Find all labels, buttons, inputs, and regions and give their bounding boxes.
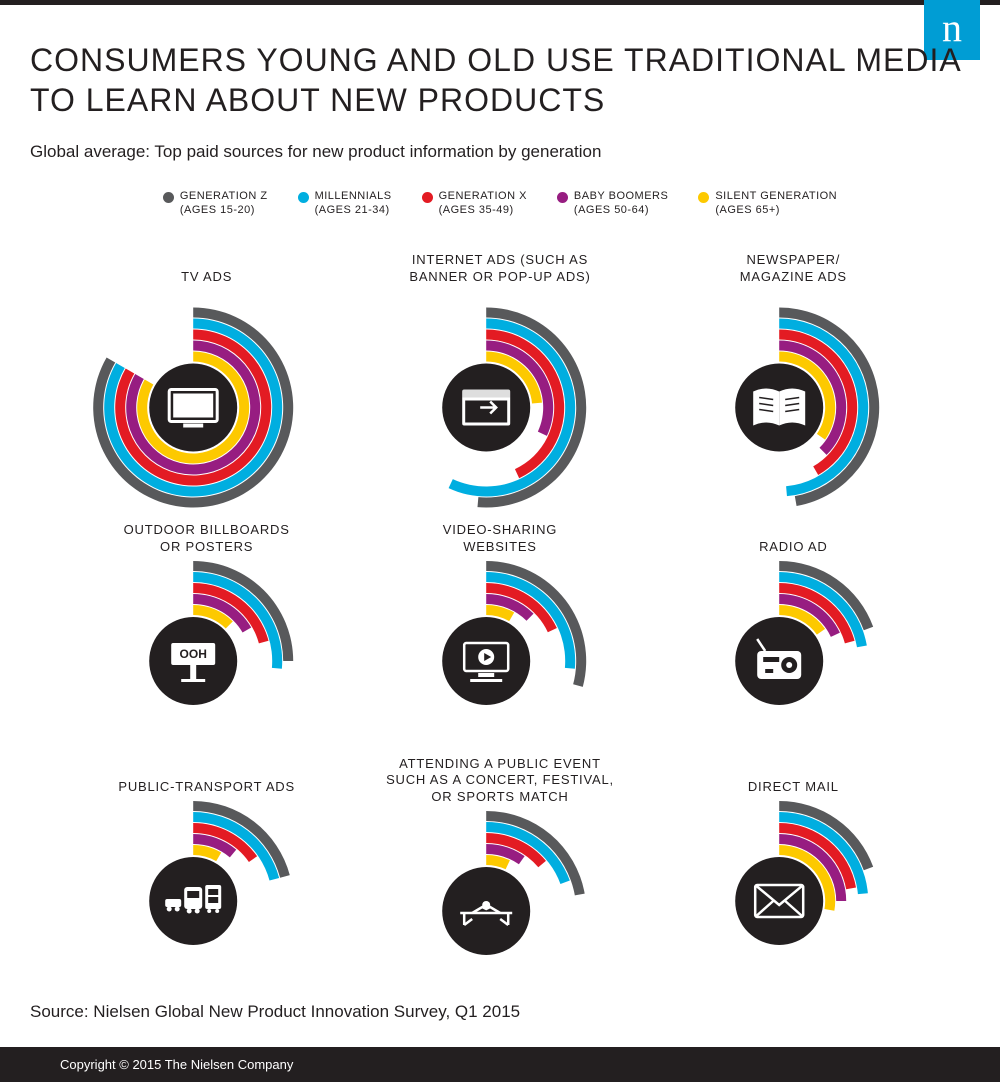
radial-chart [92, 292, 322, 502]
chart-label: ATTENDING A PUBLIC EVENTSUCH AS A CONCER… [386, 756, 614, 807]
chart-grid: TV ADS INTERNET ADS (SUCH ASBANNER OR POP… [30, 246, 970, 993]
legend-item-boom: BABY BOOMERS(AGES 50-64) [557, 190, 668, 218]
chart-cell: RADIO AD [657, 516, 930, 742]
chart-label: INTERNET ADS (SUCH ASBANNER OR POP-UP AD… [409, 246, 590, 286]
legend-label: BABY BOOMERS(AGES 50-64) [574, 190, 668, 218]
svg-text:OOH: OOH [179, 647, 206, 661]
icon-bg [736, 857, 824, 945]
legend-label: SILENT GENERATION(AGES 65+) [715, 190, 837, 218]
chart-label: VIDEO-SHARINGWEBSITES [443, 516, 557, 556]
chart-cell: DIRECT MAIL [657, 756, 930, 993]
book-icon [754, 388, 806, 425]
radial-chart [385, 562, 615, 742]
content-area: CONSUMERS YOUNG AND OLD USE TRADITIONAL … [30, 30, 970, 992]
legend-dot-icon [163, 192, 174, 203]
legend-dot-icon [698, 192, 709, 203]
legend-label: GENERATION Z(AGES 15-20) [180, 190, 268, 218]
chart-label: NEWSPAPER/MAGAZINE ADS [740, 246, 847, 286]
radial-chart [678, 292, 908, 502]
radial-chart: OOH [92, 562, 322, 742]
chart-label: OUTDOOR BILLBOARDSOR POSTERS [124, 516, 290, 556]
radial-chart [385, 292, 615, 502]
legend-item-silent: SILENT GENERATION(AGES 65+) [698, 190, 837, 218]
radial-chart [678, 562, 908, 742]
chart-cell: TV ADS [70, 246, 343, 502]
source-text: Source: Nielsen Global New Product Innov… [30, 1002, 520, 1022]
chart-cell: INTERNET ADS (SUCH ASBANNER OR POP-UP AD… [363, 246, 636, 502]
footer-bar: Copyright © 2015 The Nielsen Company [0, 1047, 1000, 1082]
chart-label: PUBLIC-TRANSPORT ADS [118, 756, 295, 796]
legend-item-genz: GENERATION Z(AGES 15-20) [163, 190, 268, 218]
icon-bg [442, 867, 530, 955]
radial-chart [678, 802, 908, 982]
radial-chart [385, 812, 615, 992]
chart-label: DIRECT MAIL [748, 756, 839, 796]
page-title: CONSUMERS YOUNG AND OLD USE TRADITIONAL … [30, 40, 970, 120]
legend: GENERATION Z(AGES 15-20) MILLENNIALS(AGES… [30, 190, 970, 218]
chart-cell: VIDEO-SHARINGWEBSITES [363, 516, 636, 742]
legend-dot-icon [298, 192, 309, 203]
legend-item-mill: MILLENNIALS(AGES 21-34) [298, 190, 392, 218]
chart-label: RADIO AD [759, 516, 828, 556]
browser-icon [462, 389, 510, 425]
chart-label: TV ADS [181, 246, 232, 286]
top-divider [0, 0, 1000, 5]
copyright-text: Copyright © 2015 The Nielsen Company [60, 1057, 293, 1072]
chart-cell: ATTENDING A PUBLIC EVENTSUCH AS A CONCER… [363, 756, 636, 993]
legend-item-genx: GENERATION X(AGES 35-49) [422, 190, 527, 218]
chart-cell: OUTDOOR BILLBOARDSOR POSTERS OOH [70, 516, 343, 742]
legend-dot-icon [422, 192, 433, 203]
legend-label: MILLENNIALS(AGES 21-34) [315, 190, 392, 218]
legend-label: GENERATION X(AGES 35-49) [439, 190, 527, 218]
chart-cell: PUBLIC-TRANSPORT ADS [70, 756, 343, 993]
page-subtitle: Global average: Top paid sources for new… [30, 142, 970, 162]
chart-cell: NEWSPAPER/MAGAZINE ADS [657, 246, 930, 502]
legend-dot-icon [557, 192, 568, 203]
radial-chart [92, 802, 322, 982]
tv-icon [169, 389, 217, 427]
